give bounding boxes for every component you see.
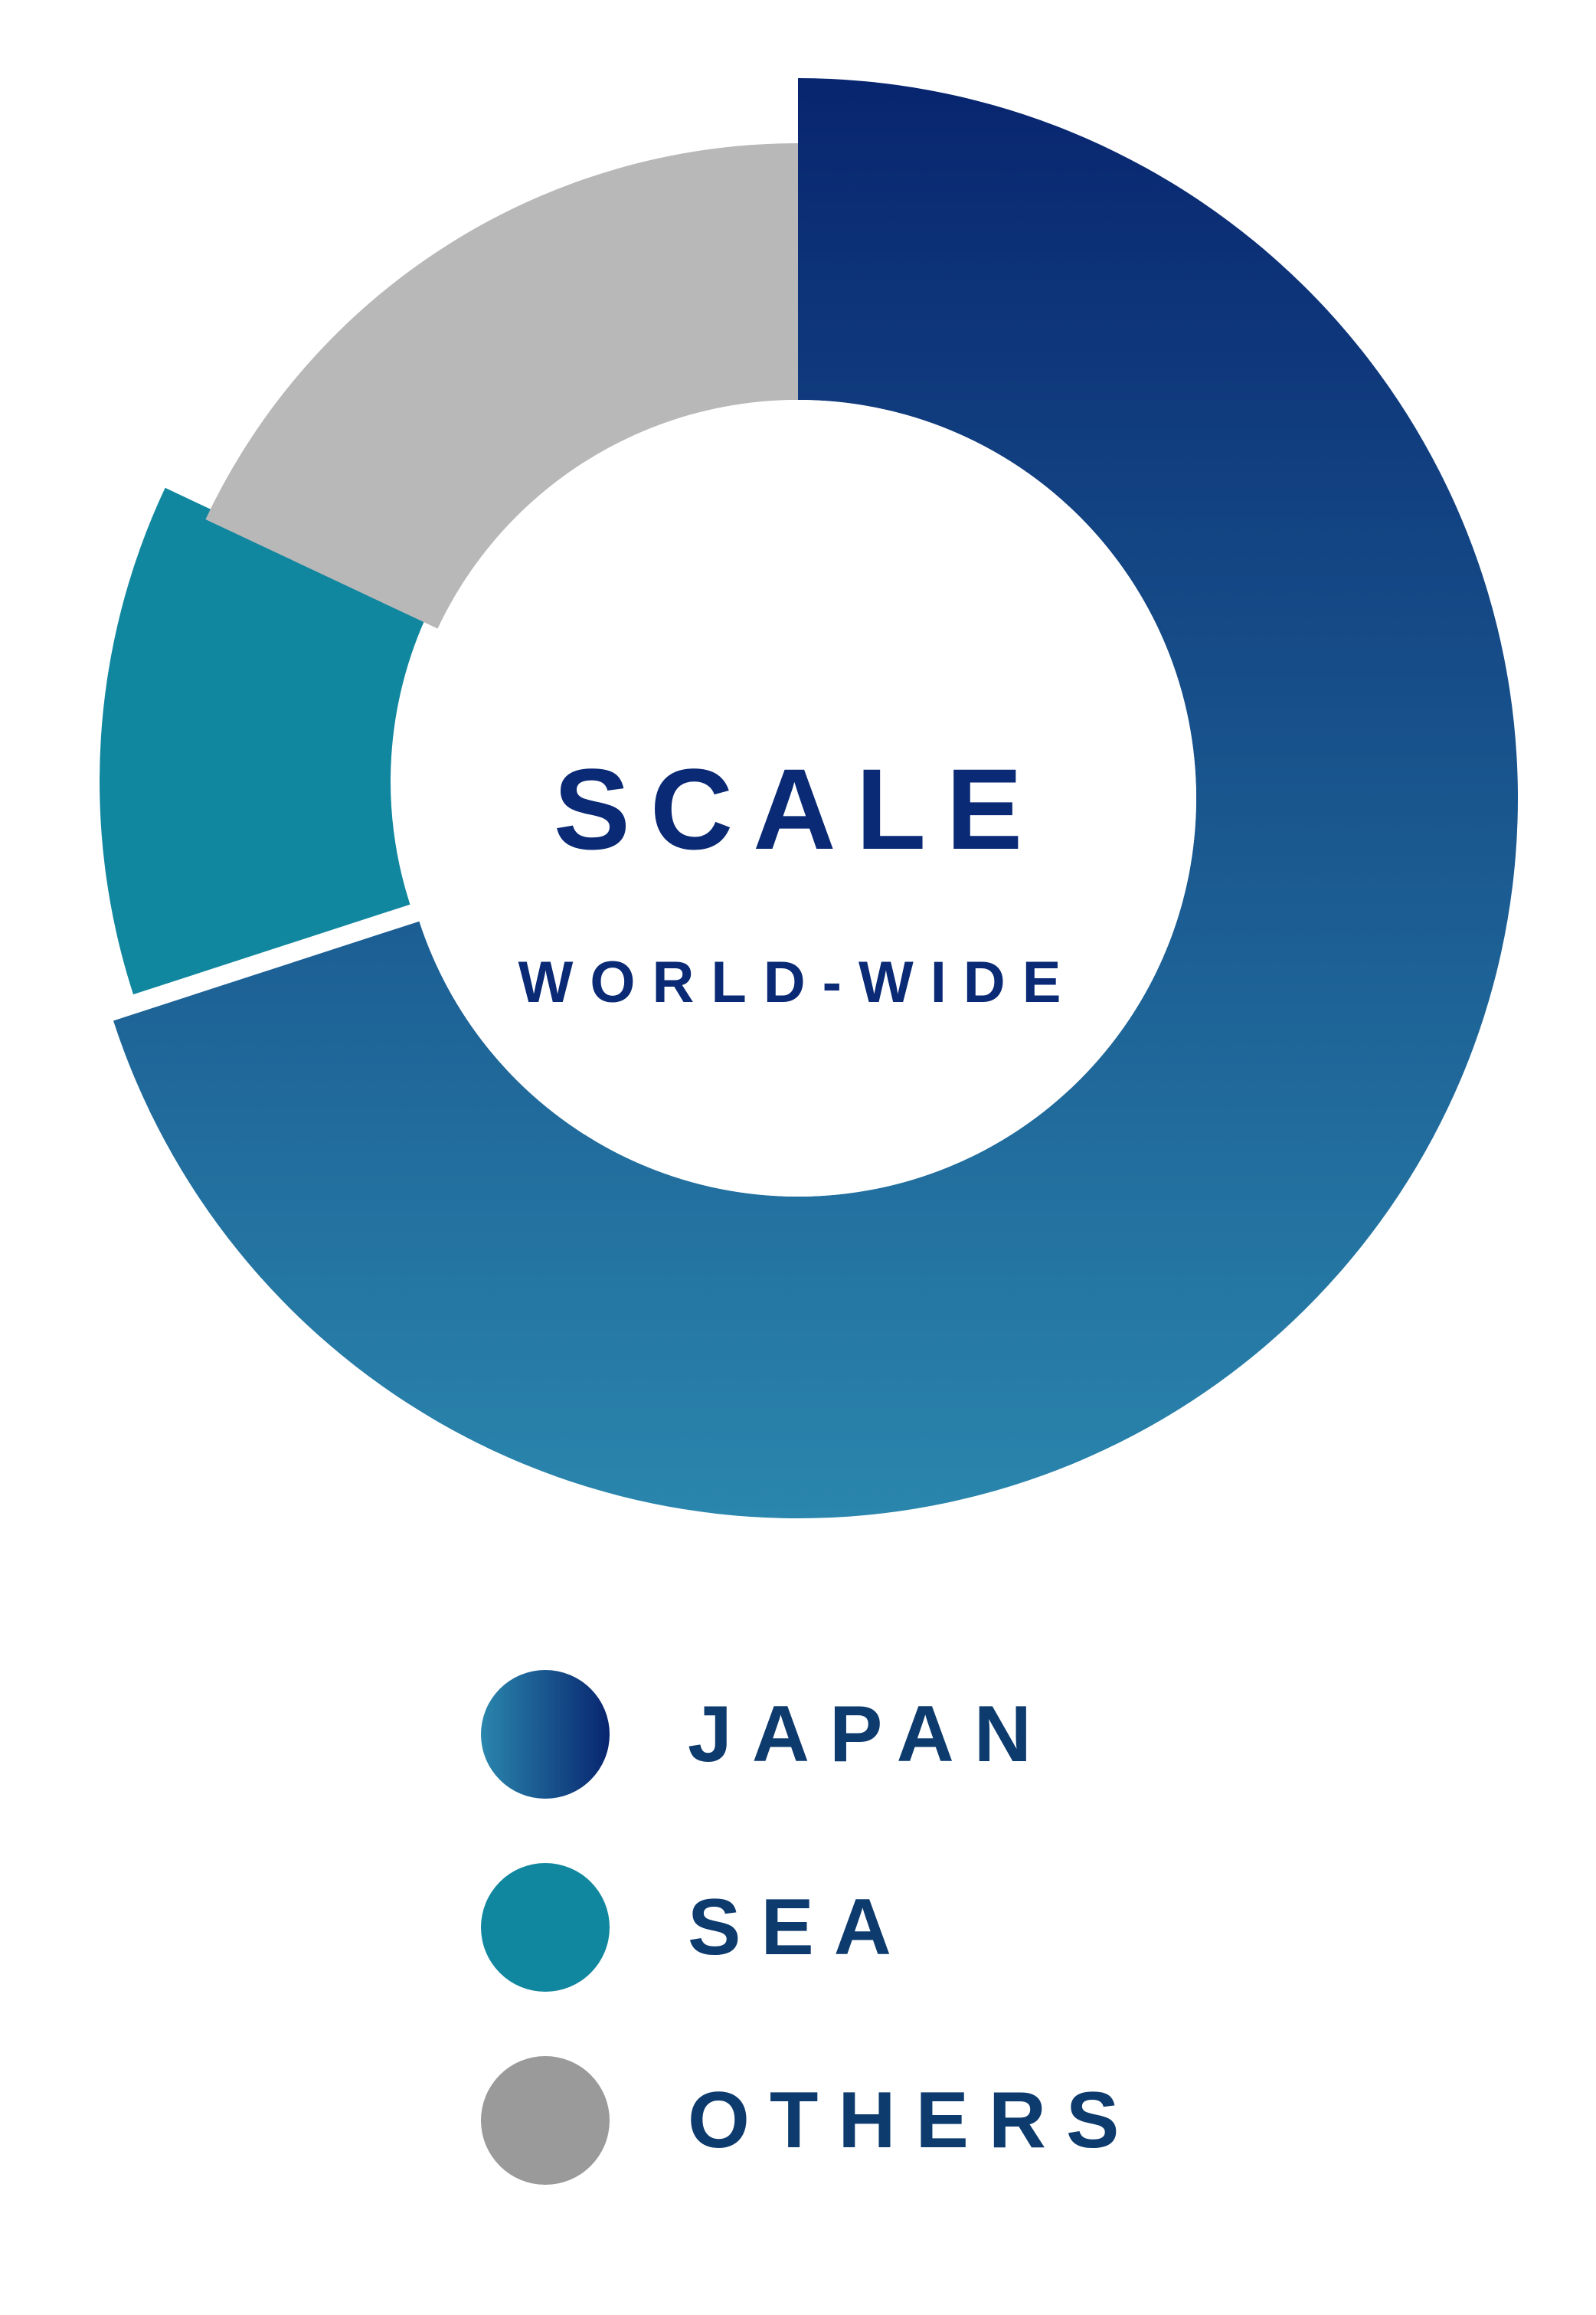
legend-item-japan: JAPAN: [481, 1670, 1170, 1863]
chart-title: SCALE: [554, 745, 1042, 873]
sea-swatch-icon: [481, 1863, 610, 1992]
donut-hole: [400, 400, 1196, 1197]
japan-swatch-icon: [481, 1670, 610, 1799]
legend-label-others: OTHERS: [688, 2076, 1140, 2165]
legend-item-others: OTHERS: [481, 2056, 1170, 2249]
others-swatch-icon: [481, 2056, 610, 2185]
legend: JAPAN SEA OTHERS: [481, 1670, 1170, 2249]
slice-others: [205, 143, 798, 629]
slice-japan: [113, 78, 1519, 1518]
chart-subtitle: WORLD-WIDE: [518, 950, 1078, 1015]
legend-item-sea: SEA: [481, 1863, 1170, 2056]
legend-label-sea: SEA: [688, 1883, 911, 1972]
legend-label-japan: JAPAN: [688, 1690, 1051, 1779]
slice-sea: [99, 487, 429, 995]
